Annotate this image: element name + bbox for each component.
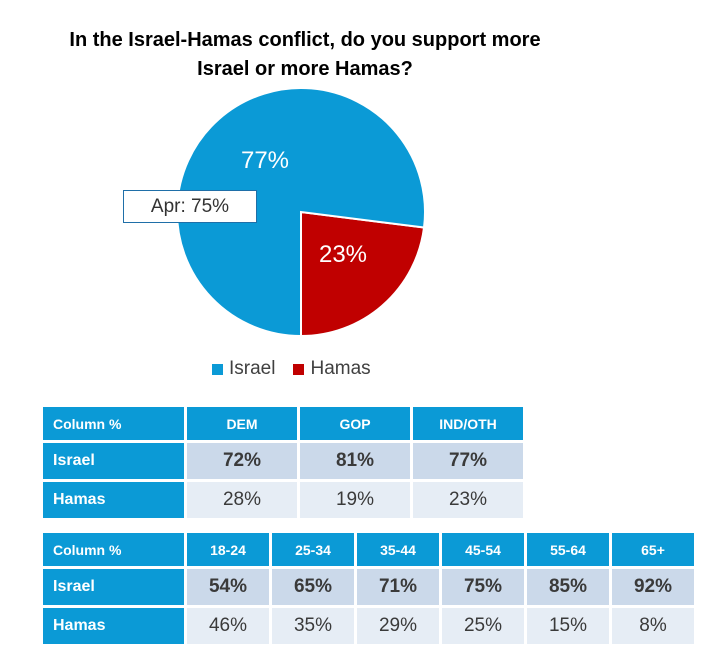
party-row-israel: Israel 72% 81% 77% <box>43 443 523 479</box>
party-header-ind-oth: IND/OTH <box>413 407 523 440</box>
age-cell: 46% <box>187 608 269 644</box>
age-cell: 29% <box>357 608 439 644</box>
chart-title: In the Israel-Hamas conflict, do you sup… <box>40 26 570 84</box>
party-row-label-hamas: Hamas <box>43 482 184 518</box>
age-cell: 8% <box>612 608 694 644</box>
age-header-65-plus: 65+ <box>612 533 694 566</box>
pie-label-hamas: 23% <box>319 241 367 268</box>
age-header-35-44: 35-44 <box>357 533 439 566</box>
previous-value-callout: Apr: 75% <box>123 190 257 223</box>
legend-item-israel: Israel <box>212 358 275 380</box>
party-header-dem: DEM <box>187 407 297 440</box>
age-header-column-pct: Column % <box>43 533 184 566</box>
age-table-header-row: Column % 18-24 25-34 35-44 45-54 55-64 6… <box>43 533 694 566</box>
party-table-header-row: Column % DEM GOP IND/OTH <box>43 407 523 440</box>
age-cell: 85% <box>527 569 609 605</box>
party-cell: 81% <box>300 443 410 479</box>
age-cell: 15% <box>527 608 609 644</box>
age-header-18-24: 18-24 <box>187 533 269 566</box>
party-cell: 28% <box>187 482 297 518</box>
pie-label-israel: 77% <box>241 147 289 174</box>
age-header-55-64: 55-64 <box>527 533 609 566</box>
age-table: Column % 18-24 25-34 35-44 45-54 55-64 6… <box>40 530 697 647</box>
age-cell: 75% <box>442 569 524 605</box>
pie-slice-hamas <box>300 210 426 338</box>
age-cell: 25% <box>442 608 524 644</box>
age-cell: 92% <box>612 569 694 605</box>
age-header-25-34: 25-34 <box>272 533 354 566</box>
pie-chart: 77% 23% <box>176 87 426 338</box>
party-row-hamas: Hamas 28% 19% 23% <box>43 482 523 518</box>
legend-item-hamas: Hamas <box>293 358 371 380</box>
legend-label-israel: Israel <box>229 358 276 379</box>
age-row-label-israel: Israel <box>43 569 184 605</box>
age-cell: 65% <box>272 569 354 605</box>
chart-title-line-2: Israel or more Hamas? <box>197 58 413 80</box>
party-cell: 19% <box>300 482 410 518</box>
party-cell: 23% <box>413 482 523 518</box>
age-cell: 35% <box>272 608 354 644</box>
age-row-hamas: Hamas 46% 35% 29% 25% 15% 8% <box>43 608 694 644</box>
age-row-label-hamas: Hamas <box>43 608 184 644</box>
legend-label-hamas: Hamas <box>310 358 371 379</box>
party-cell: 77% <box>413 443 523 479</box>
legend-swatch-israel <box>212 363 223 375</box>
party-header-column-pct: Column % <box>43 407 184 440</box>
age-cell: 71% <box>357 569 439 605</box>
party-header-gop: GOP <box>300 407 410 440</box>
pie-slice-israel <box>176 87 426 338</box>
party-row-label-israel: Israel <box>43 443 184 479</box>
legend-swatch-hamas <box>293 363 305 375</box>
party-cell: 72% <box>187 443 297 479</box>
party-table: Column % DEM GOP IND/OTH Israel 72% 81% … <box>40 404 526 521</box>
age-cell: 54% <box>187 569 269 605</box>
age-header-45-54: 45-54 <box>442 533 524 566</box>
legend: Israel Hamas <box>212 358 389 380</box>
chart-title-line-1: In the Israel-Hamas conflict, do you sup… <box>69 29 541 51</box>
age-row-israel: Israel 54% 65% 71% 75% 85% 92% <box>43 569 694 605</box>
